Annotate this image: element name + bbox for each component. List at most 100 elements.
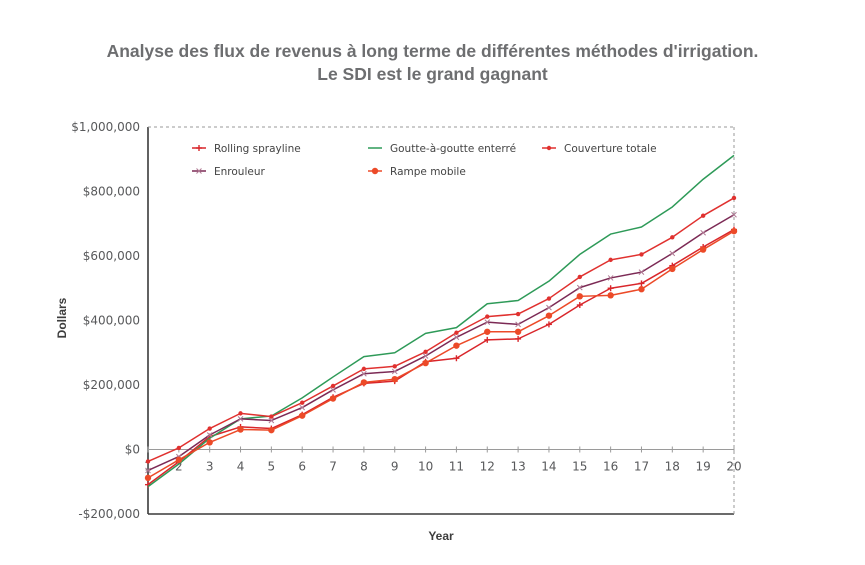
series-enrouleur bbox=[145, 211, 737, 474]
legend-item: Couverture totale bbox=[542, 143, 657, 155]
data-point bbox=[454, 330, 459, 335]
plot-frame bbox=[147, 126, 735, 515]
data-point bbox=[145, 467, 151, 474]
y-tick-label: $800,000 bbox=[83, 185, 140, 199]
data-point bbox=[546, 296, 552, 301]
marker-d2 bbox=[145, 467, 151, 474]
data-point bbox=[206, 432, 213, 438]
data-point bbox=[237, 426, 244, 433]
legend-marker bbox=[546, 145, 552, 151]
marker-d2 bbox=[484, 319, 491, 325]
data-point bbox=[484, 319, 491, 325]
legend-label: Enrouleur bbox=[214, 166, 265, 178]
marker-d2 bbox=[638, 269, 645, 275]
data-point bbox=[607, 275, 614, 281]
data-point bbox=[237, 416, 244, 422]
data-point bbox=[268, 417, 275, 424]
data-point bbox=[731, 195, 737, 201]
series-line bbox=[147, 154, 735, 488]
data-point bbox=[176, 445, 182, 451]
x-tick-label: 14 bbox=[541, 460, 556, 474]
data-point bbox=[669, 265, 676, 273]
y-tick-label: $0 bbox=[125, 443, 140, 457]
x-tick-label: 5 bbox=[268, 460, 276, 474]
data-point bbox=[576, 302, 583, 309]
marker-d2 bbox=[453, 334, 460, 341]
data-point bbox=[638, 280, 645, 287]
x-tick-label: 11 bbox=[449, 460, 464, 474]
x-tick-label: 15 bbox=[572, 460, 587, 474]
x-tick-label: 9 bbox=[391, 460, 399, 474]
data-point bbox=[144, 474, 152, 482]
legend-item: Enrouleur bbox=[192, 166, 265, 178]
legend-marker bbox=[371, 167, 379, 175]
data-point bbox=[484, 336, 491, 343]
marker-d2 bbox=[669, 250, 676, 257]
legend-label: Goutte-à-goutte enterré bbox=[390, 143, 516, 155]
data-point bbox=[485, 314, 490, 319]
marker-d2 bbox=[422, 353, 429, 359]
data-point bbox=[422, 353, 429, 359]
data-point bbox=[669, 250, 676, 257]
x-tick-label: 4 bbox=[237, 460, 245, 474]
legend-item: Rolling sprayline bbox=[192, 143, 301, 155]
x-tick-label: 12 bbox=[480, 460, 495, 474]
data-point bbox=[484, 328, 491, 335]
data-point bbox=[700, 229, 707, 236]
data-point bbox=[514, 328, 522, 335]
data-point bbox=[545, 321, 552, 328]
data-point bbox=[453, 334, 460, 341]
marker-d2 bbox=[546, 304, 552, 311]
data-point bbox=[269, 414, 274, 419]
series-lines bbox=[144, 154, 738, 488]
marker-d2 bbox=[268, 417, 275, 424]
legend-label: Rolling sprayline bbox=[214, 143, 301, 155]
legend-label: Rampe mobile bbox=[390, 166, 466, 178]
data-point bbox=[608, 257, 613, 263]
series-goutte-goutte-enterr- bbox=[147, 154, 735, 488]
chart-title-line-1: Analyse des flux de revenus à long terme… bbox=[106, 41, 759, 61]
data-point bbox=[607, 285, 614, 292]
y-tick-label: -$200,000 bbox=[78, 507, 140, 521]
x-tick-label: 13 bbox=[510, 460, 525, 474]
data-point bbox=[330, 383, 336, 389]
x-tick-label: 10 bbox=[418, 460, 433, 474]
series-line bbox=[147, 214, 735, 472]
x-tick-label: 2 bbox=[175, 460, 183, 474]
data-point bbox=[206, 439, 213, 446]
x-axis-title: Year bbox=[428, 529, 454, 543]
marker-d2 bbox=[700, 229, 707, 236]
data-point bbox=[453, 342, 460, 349]
data-point bbox=[145, 459, 151, 464]
x-tick-label: 8 bbox=[360, 460, 368, 474]
data-point bbox=[175, 456, 183, 464]
chart-title-line-2: Le SDI est le grand gagnant bbox=[317, 64, 548, 84]
data-point bbox=[546, 304, 552, 311]
data-point bbox=[360, 379, 368, 386]
x-tick-label: 7 bbox=[329, 460, 337, 474]
y-tick-label: $1,000,000 bbox=[71, 120, 140, 134]
series-couverture-totale bbox=[145, 195, 737, 464]
series-rampe-mobile bbox=[144, 227, 738, 482]
marker-d2 bbox=[576, 284, 583, 291]
x-tick-label: 17 bbox=[634, 460, 649, 474]
data-point bbox=[238, 411, 243, 416]
chart-title: Analyse des flux de revenus à long terme… bbox=[0, 40, 865, 86]
marker-d2 bbox=[330, 386, 336, 393]
data-point bbox=[545, 312, 553, 319]
marker-d2 bbox=[515, 321, 521, 328]
data-point bbox=[361, 370, 367, 377]
marker-d2 bbox=[196, 168, 202, 174]
data-point bbox=[515, 311, 521, 317]
marker-d2 bbox=[206, 432, 213, 438]
x-tick-label: 20 bbox=[726, 460, 741, 474]
data-point bbox=[299, 404, 306, 411]
data-point bbox=[639, 252, 644, 257]
data-point bbox=[515, 321, 521, 328]
data-point bbox=[515, 335, 522, 342]
y-axis: -$200,000 $0 $200,000 $400,000 $600,000 $800,… bbox=[71, 120, 140, 521]
x-tick-label: 1 bbox=[144, 460, 152, 474]
marker-d2 bbox=[237, 416, 244, 422]
data-point bbox=[638, 286, 645, 293]
